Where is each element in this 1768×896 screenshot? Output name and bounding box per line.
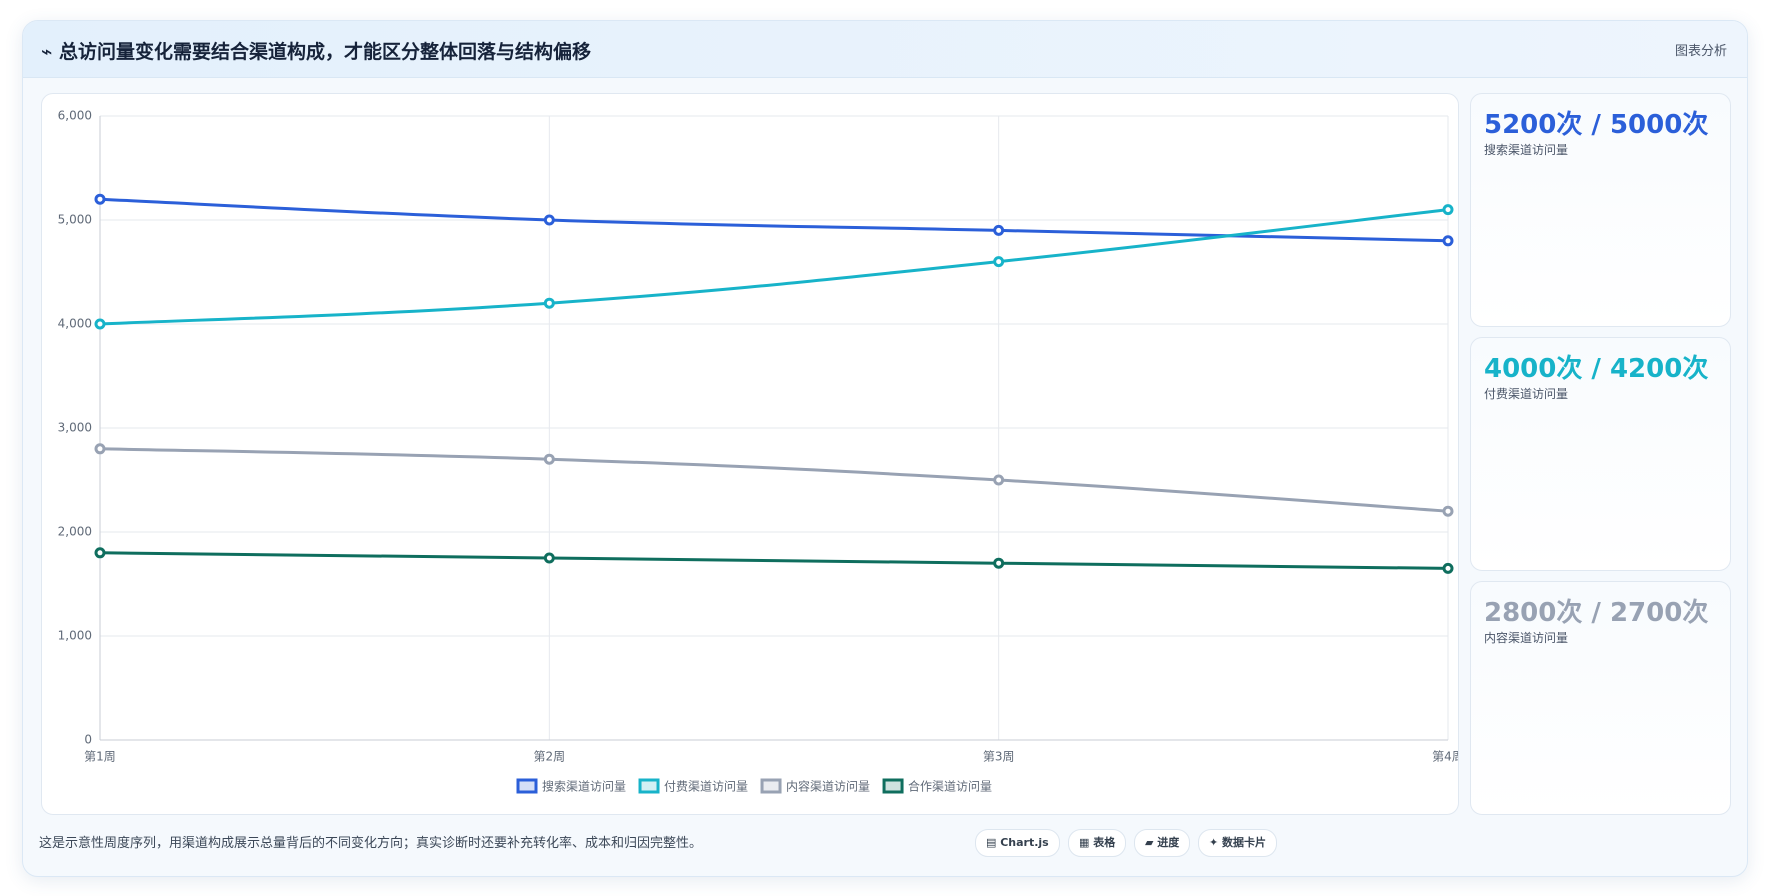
point [993,557,1005,569]
legend-swatch [882,778,904,794]
note: 这是示意性周度序列，用渠道构成展示总量背后的不同变化方向；真实诊断时还要补充转化… [39,836,703,851]
point [1442,505,1454,517]
point [94,547,106,559]
legend-label: 付费渠道访问量 [664,780,748,794]
chart: 0 1,000 2,000 3,000 4,000 5,000 6,000 第1周 第2周 第3周… [58,109,1458,794]
y-tick-label: 2,000 [58,525,92,539]
stat-card: 2800次 / 2700次内容渠道访问量 [1470,581,1731,815]
y-tick-label: 4,000 [58,317,92,331]
y-tick-label: 1,000 [58,629,92,643]
legend-label: 内容渠道访问量 [786,779,870,794]
point [1442,204,1454,216]
point [543,297,555,309]
stat-value: 5200次 / 5000次 [1484,110,1709,140]
series-line [99,551,1449,570]
legend-swatch [760,778,782,794]
stat-value: 4000次 / 4200次 [1484,354,1709,384]
stat-card: 4000次 / 4200次付费渠道访问量 [1470,337,1731,571]
title: ⌁ 总访问量变化需要结合渠道构成，才能区分整体回落与结构偏移 [41,41,592,63]
x-tick-label: 第3周 [983,750,1015,764]
chart-panel: 0 1,000 2,000 3,000 4,000 5,000 6,000 第1周 第2周 第3周… [41,93,1459,815]
y-tick-label: 5,000 [58,213,92,227]
point [543,214,555,226]
series-line [99,197,1449,243]
stat-card: 5200次 / 5000次搜索渠道访问量 [1470,93,1731,327]
point [94,443,106,455]
point [993,224,1005,236]
point [543,453,555,465]
legend-label: 合作渠道访问量 [908,779,992,794]
header: ⌁ 总访问量变化需要结合渠道构成，才能区分整体回落与结构偏移 图表分析 [23,21,1747,78]
point [1442,235,1454,247]
y-tick-label: 6,000 [58,109,92,123]
y-tick-label: 3,000 [58,421,92,435]
stat-label: 搜索渠道访问量 [1484,143,1569,157]
view-button[interactable]: ▤ Chart.js [975,829,1060,857]
series-line [99,208,1449,326]
point [94,318,106,330]
dashboard: ⌁ 总访问量变化需要结合渠道构成，才能区分整体回落与结构偏移 图表分析 0 1,0… [22,20,1748,877]
point [993,474,1005,486]
x-tick-label: 第4周 [1432,750,1458,764]
legend-label: 搜索渠道访问量 [542,779,626,794]
point [1442,562,1454,574]
point [94,193,106,205]
stat-value: 2800次 / 2700次 [1484,598,1709,628]
tag: 图表分析 [1674,44,1727,59]
stat-label: 付费渠道访问量 [1484,387,1569,401]
y-tick-label: 0 [84,733,92,747]
legend-swatch [638,778,660,794]
x-tick-label: 第1周 [84,750,116,764]
x-tick-label: 第2周 [534,750,566,764]
legend-swatch [516,778,538,794]
view-button[interactable]: ▦ 表格 [1068,829,1127,857]
stat-label: 内容渠道访问量 [1484,631,1569,645]
view-button[interactable]: ▰ 进度 [1134,829,1191,857]
point [543,552,555,564]
series-line [99,447,1449,513]
point [993,256,1005,268]
view-button[interactable]: ✦ 数据卡片 [1198,829,1278,857]
